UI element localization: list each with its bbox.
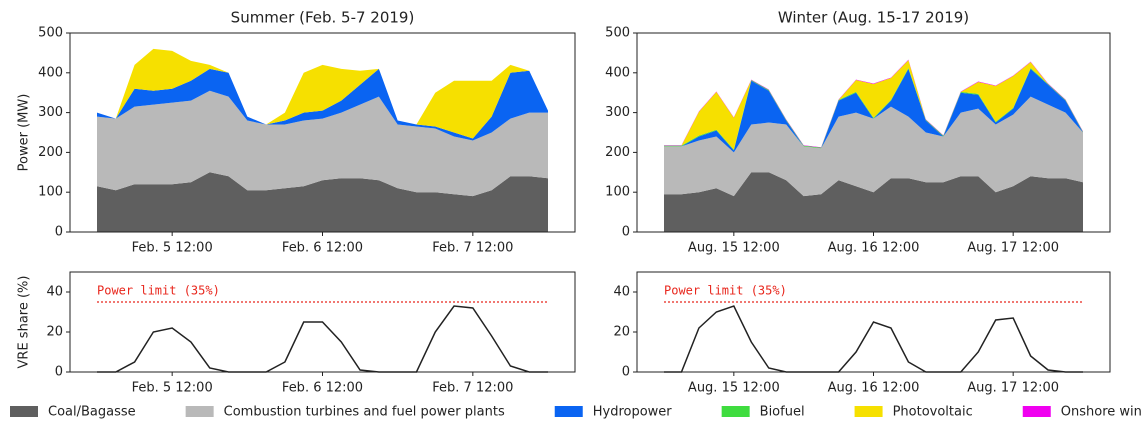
y-tick-label: 400 bbox=[605, 65, 630, 80]
y-tick-label: 200 bbox=[38, 145, 63, 160]
x-tick-label: Feb. 6 12:00 bbox=[282, 381, 363, 396]
chart-title: Winter (Aug. 15-17 2019) bbox=[778, 9, 969, 27]
y-tick-label: 200 bbox=[605, 145, 630, 160]
y-axis-label: VRE share (%) bbox=[17, 276, 32, 369]
line bbox=[97, 305, 548, 373]
y-axis-label: Power (MW) bbox=[17, 94, 32, 172]
x-tick-label: Aug. 17 12:00 bbox=[967, 241, 1059, 256]
x-tick-label: Aug. 16 12:00 bbox=[828, 241, 920, 256]
y-tick-label: 300 bbox=[605, 105, 630, 120]
line bbox=[664, 305, 1083, 373]
legend-swatch bbox=[185, 406, 214, 417]
x-tick-label: Aug. 17 12:00 bbox=[967, 381, 1059, 396]
x-tick-label: Aug. 15 12:00 bbox=[688, 381, 780, 396]
x-tick-label: Aug. 16 12:00 bbox=[828, 381, 920, 396]
legend-swatch bbox=[10, 406, 38, 417]
y-tick-label: 0 bbox=[55, 225, 63, 240]
area bbox=[664, 59, 1083, 148]
legend-label: Hydropower bbox=[593, 405, 673, 420]
limit-label: Power limit (35%) bbox=[97, 284, 220, 298]
legend-label: Coal/Bagasse bbox=[48, 405, 136, 420]
y-tick-label: 0 bbox=[55, 365, 63, 380]
y-tick-label: 20 bbox=[46, 325, 63, 340]
limit-label: Power limit (35%) bbox=[664, 284, 787, 298]
area bbox=[97, 90, 548, 197]
area bbox=[664, 68, 1083, 153]
y-tick-label: 500 bbox=[605, 26, 630, 41]
legend-swatch bbox=[1022, 406, 1051, 417]
area bbox=[664, 172, 1083, 232]
x-tick-label: Feb. 7 12:00 bbox=[432, 241, 513, 256]
y-tick-label: 100 bbox=[38, 185, 63, 200]
y-tick-label: 40 bbox=[613, 285, 630, 300]
chart-title: Summer (Feb. 5-7 2019) bbox=[231, 9, 415, 27]
legend-label: Combustion turbines and fuel power plant… bbox=[224, 405, 505, 420]
x-tick-label: Aug. 15 12:00 bbox=[688, 241, 780, 256]
y-tick-label: 40 bbox=[46, 285, 63, 300]
x-tick-label: Feb. 7 12:00 bbox=[432, 381, 513, 396]
x-tick-label: Feb. 5 12:00 bbox=[132, 381, 213, 396]
y-tick-label: 0 bbox=[622, 225, 630, 240]
y-tick-label: 20 bbox=[613, 325, 630, 340]
y-tick-label: 0 bbox=[622, 365, 630, 380]
legend-label: Biofuel bbox=[760, 405, 805, 420]
legend-label: Photovoltaic bbox=[893, 405, 973, 420]
legend-swatch bbox=[721, 406, 750, 417]
y-tick-label: 300 bbox=[38, 105, 63, 120]
y-tick-label: 500 bbox=[38, 26, 63, 41]
area bbox=[664, 60, 1083, 150]
legend-label: Onshore wind bbox=[1061, 405, 1142, 420]
y-tick-label: 400 bbox=[38, 65, 63, 80]
area bbox=[97, 68, 548, 141]
legend-swatch bbox=[554, 406, 583, 417]
area bbox=[97, 48, 548, 139]
area bbox=[97, 172, 548, 232]
area bbox=[664, 96, 1083, 197]
legend-swatch bbox=[854, 406, 883, 417]
legend: Coal/Bagasse Combustion turbines and fuel… bbox=[10, 405, 1142, 420]
y-tick-label: 100 bbox=[605, 185, 630, 200]
x-tick-label: Feb. 5 12:00 bbox=[132, 241, 213, 256]
x-tick-label: Feb. 6 12:00 bbox=[282, 241, 363, 256]
